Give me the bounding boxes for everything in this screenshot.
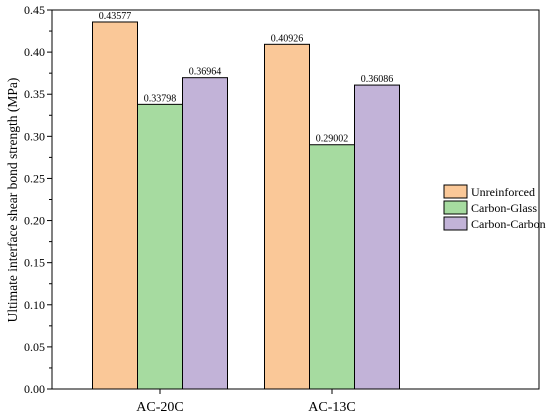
bar-carbon-carbon-ac-13c bbox=[354, 84, 400, 390]
y-tick-label: 0.10 bbox=[24, 298, 45, 312]
data-labels-group: 0.43577 0.33798 0.36964 0.40926 0.29002 0.360… bbox=[99, 11, 394, 145]
legend-label: Carbon-Carbon bbox=[471, 217, 546, 231]
y-tick-label: 0.20 bbox=[24, 214, 45, 228]
y-tick-label: 0.05 bbox=[24, 340, 45, 354]
data-label: 0.29002 bbox=[316, 134, 349, 145]
legend-swatch bbox=[443, 216, 468, 231]
y-axis: 0.00 0.05 0.10 0.15 0.20 0.25 0.30 0.35 0.40 0.45 bbox=[24, 3, 52, 396]
y-tick-label: 0.15 bbox=[24, 256, 45, 270]
x-category-label: AC-20C bbox=[136, 400, 183, 415]
y-axis-title: Ultimate interface shear bond strength (… bbox=[5, 78, 20, 323]
y-tick-label: 0.25 bbox=[24, 171, 45, 185]
bar-unreinforced-ac-13c bbox=[264, 43, 310, 390]
legend-swatch bbox=[443, 184, 468, 199]
bar-unreinforced-ac-20c bbox=[92, 21, 138, 390]
legend: Unreinforced Carbon-Glass Carbon-Carbon bbox=[443, 184, 546, 231]
data-label: 0.36086 bbox=[361, 74, 394, 85]
x-category-label: AC-13C bbox=[308, 400, 355, 415]
data-label: 0.43577 bbox=[99, 11, 132, 22]
data-label: 0.33798 bbox=[144, 93, 177, 104]
data-label: 0.40926 bbox=[271, 33, 304, 44]
bar-carbon-glass-ac-20c bbox=[137, 103, 183, 390]
bar-carbon-carbon-ac-20c bbox=[182, 77, 228, 390]
bars-group bbox=[92, 21, 400, 390]
bar-carbon-glass-ac-13c bbox=[309, 144, 355, 390]
x-axis: AC-20C AC-13C bbox=[136, 389, 356, 415]
y-tick-label: 0.45 bbox=[24, 3, 45, 17]
legend-label: Carbon-Glass bbox=[471, 201, 537, 215]
data-label: 0.36964 bbox=[189, 67, 222, 78]
y-tick-label: 0.40 bbox=[24, 45, 45, 59]
y-tick-label: 0.30 bbox=[24, 129, 45, 143]
legend-label: Unreinforced bbox=[471, 185, 535, 199]
legend-swatch bbox=[443, 200, 468, 215]
y-tick-label: 0.35 bbox=[24, 87, 45, 101]
y-tick-label: 0.00 bbox=[24, 382, 45, 396]
